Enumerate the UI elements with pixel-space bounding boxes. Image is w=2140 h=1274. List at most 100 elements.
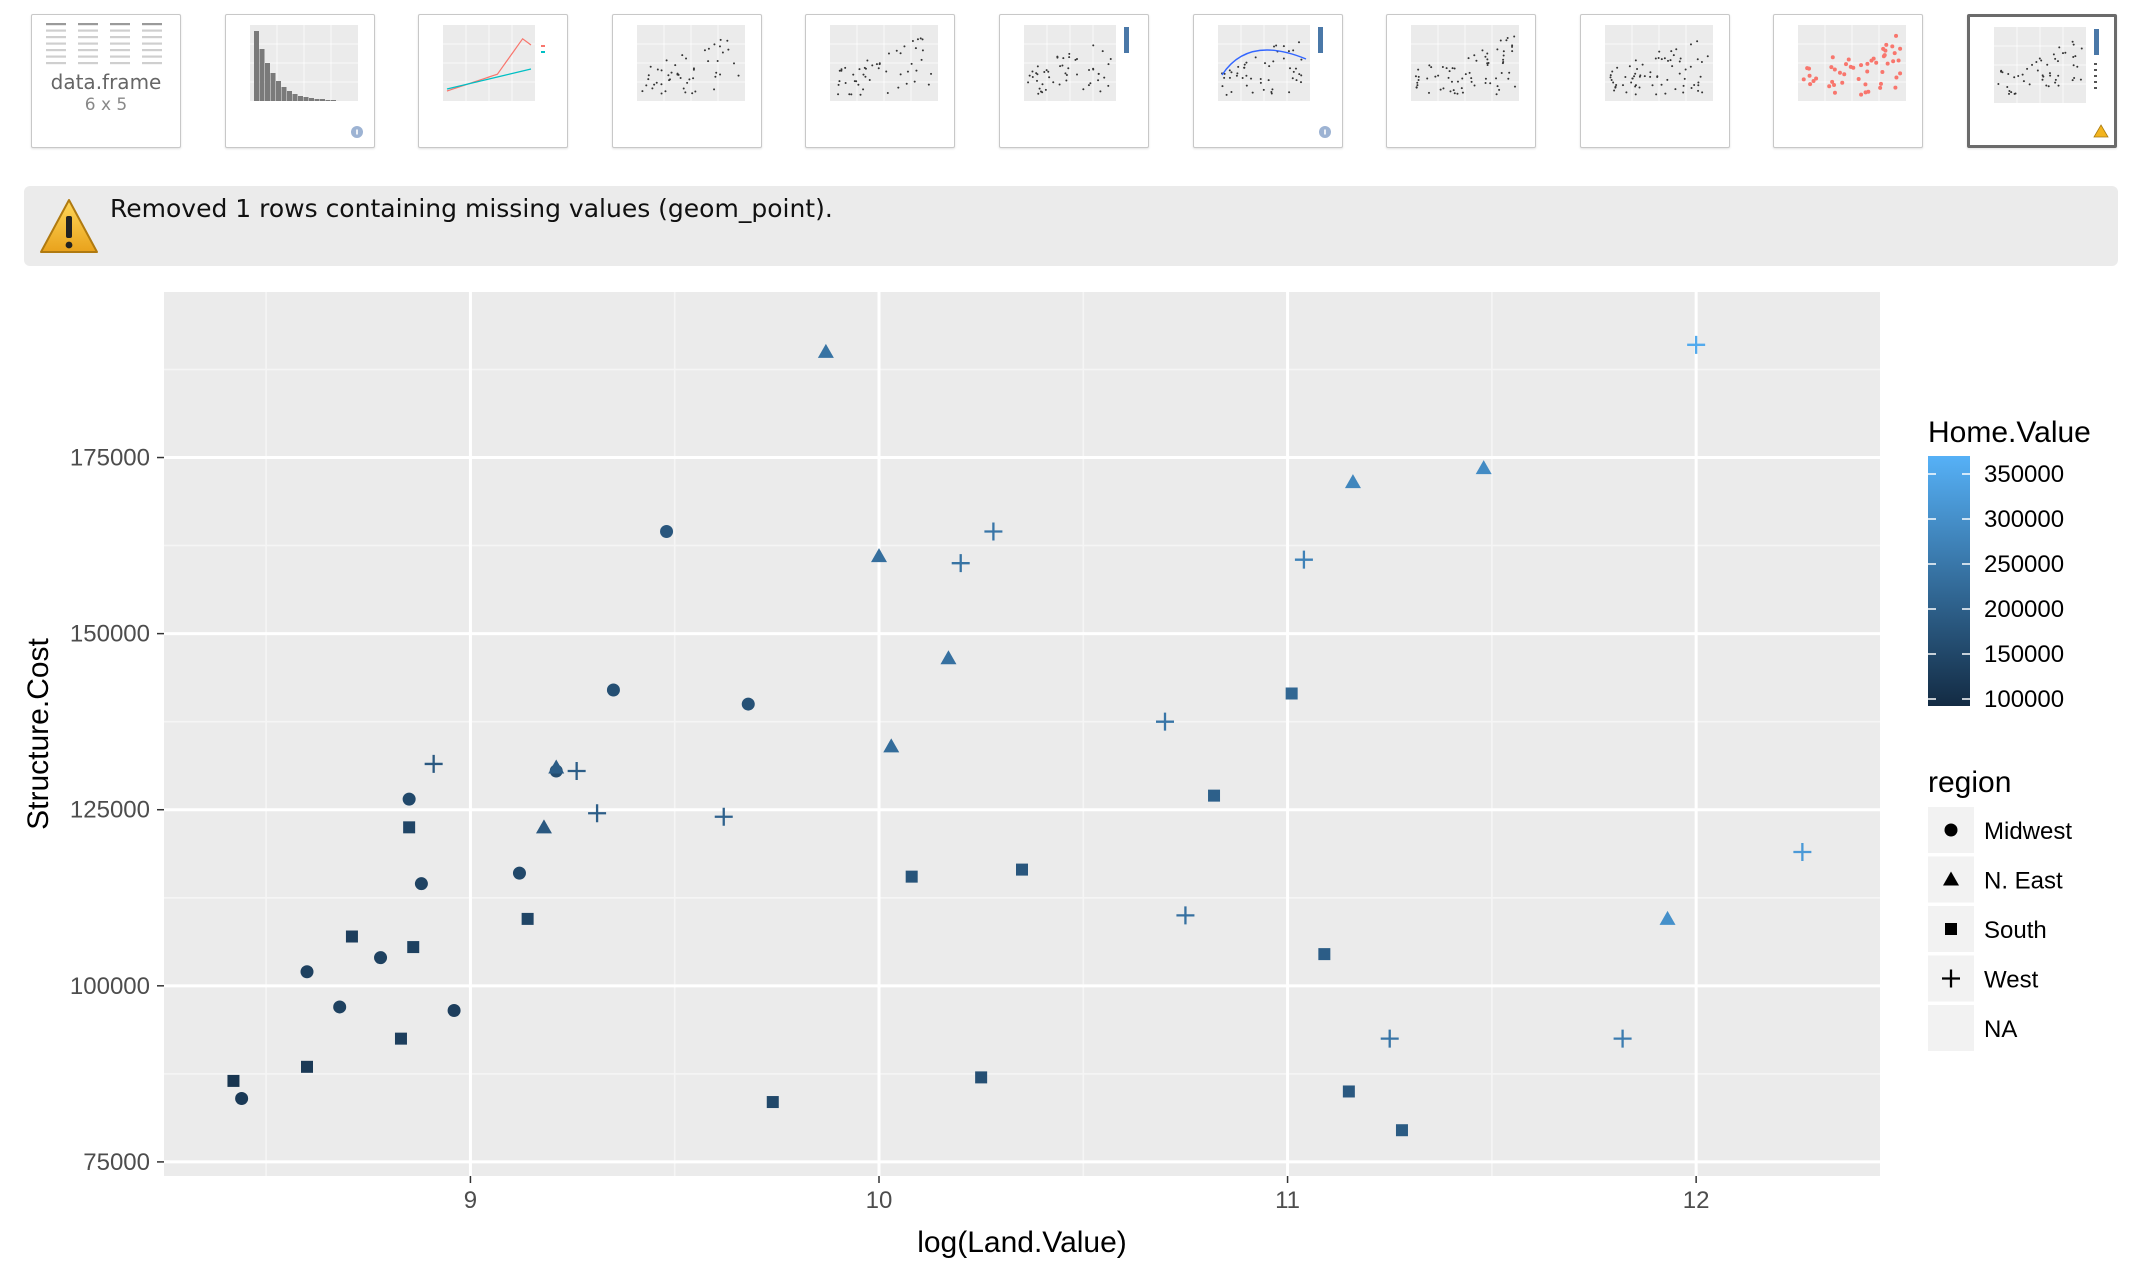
thumbnail-point [694,90,697,93]
thumbnail-point [852,73,855,76]
thumbnail-point [718,73,721,76]
thumbnail-point [1681,91,1684,94]
thumbnail-point [1274,44,1277,47]
thumbnail-legend-key [541,45,546,47]
thumbnail-point [682,87,685,90]
data-point [1613,1029,1632,1048]
thumbnail-point [840,68,843,71]
thumbnail-point [1299,58,1302,61]
thumbnail-point [1228,76,1231,79]
thumbnail-point [1700,91,1703,94]
thumbnail-point [888,52,891,55]
plot-thumbnail-4[interactable] [611,14,762,148]
plot-thumbnail-5[interactable] [805,14,956,148]
thumbnail-point [1814,76,1819,81]
table-cell-mark [110,23,130,26]
thumbnail-point [1503,50,1506,53]
thumbnail-preview [636,25,745,101]
thumbnail-point [1271,60,1274,63]
thumbnail-point [1426,77,1429,80]
thumbnail-point [2031,63,2034,66]
thumbnail-point [660,83,663,86]
thumbnail-preview [1604,25,1713,101]
plot-thumbnail-6[interactable] [999,14,1149,148]
data-point [817,343,834,358]
thumbnail-point [1808,82,1813,87]
thumbnail-point [2022,80,2025,83]
thumbnail-point [1434,75,1437,78]
thumbnail-point [1475,59,1478,62]
info-icon [350,126,363,138]
thumbnail-point [1506,37,1509,40]
plot-thumbnail-3[interactable] [418,14,569,148]
data-point [660,524,674,538]
plot-thumbnail-10[interactable] [1773,14,1924,148]
data-point [1380,1029,1399,1048]
data-point [975,1071,988,1084]
thumbnail-point [906,82,909,85]
thumbnail-point [714,75,717,78]
plot-thumbnail-7[interactable] [1192,14,1343,148]
thumbnail-point [1695,40,1698,43]
thumbnail-point [1067,67,1070,70]
thumbnail-point [2061,52,2064,55]
data-point [1208,789,1221,802]
thumbnail-bar [330,100,336,101]
thumbnail-point [1282,57,1285,60]
thumbnail-point [1242,66,1245,69]
warning-message: Removed 1 rows containing missing values… [110,194,833,223]
plot-thumbnail-8[interactable] [1386,14,1537,148]
thumbnail-point [1898,46,1903,51]
thumbnail-point [2007,92,2010,95]
thumbnail-point [1611,81,1614,84]
table-cell-mark [46,62,66,65]
thumbnail-point [1884,42,1889,47]
dataframe-dims: 6 x 5 [84,95,128,115]
thumbnail-point [1056,55,1059,58]
thumbnail-colorbar [1317,27,1323,53]
colorbar-label: 200000 [1984,596,2064,623]
thumbnail-point [1442,66,1445,69]
plot-thumbnail-11[interactable] [1967,14,2117,148]
plot-thumbnail-9[interactable] [1579,14,1730,148]
thumbnail-point [1495,93,1498,96]
thumbnail-point [1878,85,1883,90]
thumbnail-point [1473,84,1476,87]
thumbnail-point [1058,83,1061,86]
thumbnail-point [1638,86,1641,89]
thumbnail-point [1295,79,1298,82]
data-point [1016,863,1028,876]
thumbnail-preview [1994,27,2109,138]
thumbnail-bar [275,81,281,101]
thumbnail-point [1614,84,1617,87]
thumbnail-point [1631,77,1634,80]
thumbnail-point [1690,86,1693,89]
thumbnail-point [1465,73,1468,76]
thumbnail-point [2021,73,2024,76]
thumbnail-point [859,93,862,96]
thumbnail-point [1062,57,1065,60]
thumbnail-point [1660,58,1663,61]
thumbnail-point [1648,75,1651,78]
legend-label: South [1984,917,2047,944]
thumbnail-point [2057,74,2060,77]
thumbnail-point [1833,90,1838,95]
thumbnail-point [922,49,925,52]
plot-thumbnail-1[interactable]: data.frame 6 x 5 [31,14,181,148]
thumbnail-point [2035,60,2038,63]
thumbnail-point [1428,64,1431,67]
thumbnail-point [1507,77,1510,80]
thumbnail-point [1886,61,1891,66]
thumbnail-point [1445,67,1448,70]
thumbnail-point [857,83,860,86]
thumbnail-point [2006,86,2009,89]
thumbnail-point [1036,65,1039,68]
legend-label: West [1984,967,2039,994]
data-point [714,807,733,826]
thumbnail-point [1678,60,1681,63]
data-point [394,1032,407,1045]
thumbnail-bar [292,94,298,101]
thumbnail-point [1041,91,1044,94]
y-axis-label: Structure.Cost [22,637,55,829]
plot-thumbnail-2[interactable] [224,14,375,148]
